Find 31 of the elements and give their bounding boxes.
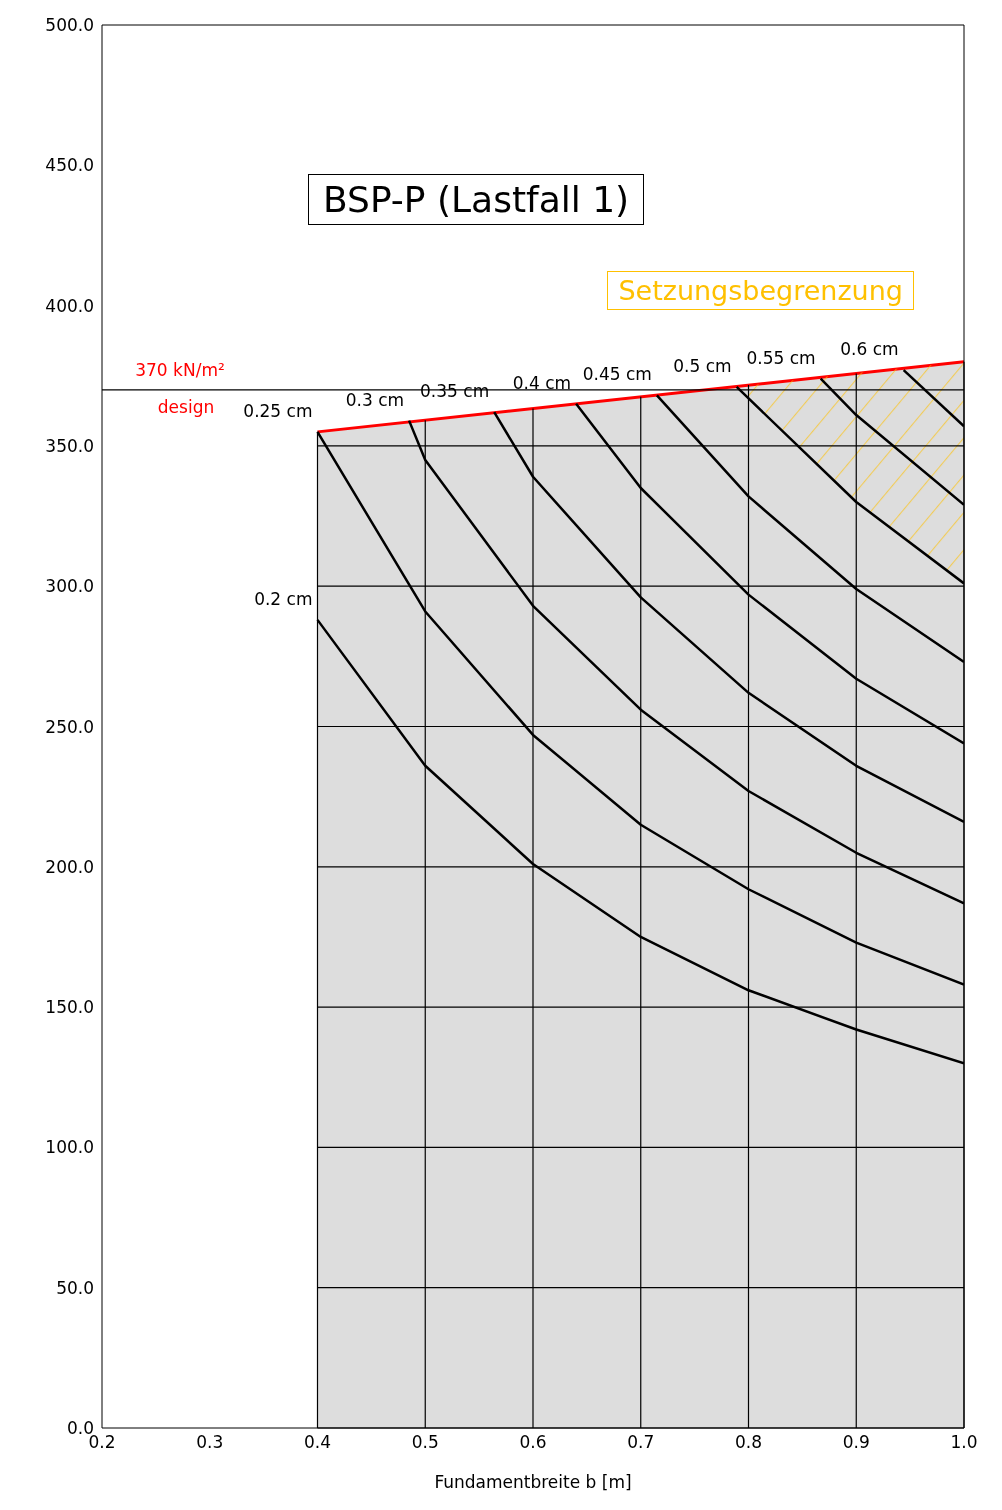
series-label: 0.6 cm [840,339,899,360]
y-tick-label: 300.0 [45,576,94,597]
series-label: 0.5 cm [673,355,732,376]
y-tick-label: 500.0 [45,15,94,36]
y-tick-label: 200.0 [45,856,94,877]
y-tick-label: 50.0 [56,1277,94,1298]
y-tick-label: 400.0 [45,295,94,316]
x-tick-label: 0.6 [519,1432,547,1453]
x-tick-label: 1.0 [950,1432,978,1453]
y-tick-label: 100.0 [45,1137,94,1158]
text: BSP-P (Lastfall 1) [308,174,645,225]
series-label: 0.4 cm [512,372,572,393]
y-tick-label: 150.0 [45,997,94,1018]
series-label: 0.45 cm [582,364,652,385]
series-label: 0.25 cm [243,400,313,421]
annotation: design [157,396,215,417]
x-tick-label: 0.8 [734,1432,763,1453]
y-tick-label: 350.0 [45,435,94,456]
x-axis-title: Fundamentbreite b [m] [434,1472,632,1492]
y-tick-label: 250.0 [45,716,94,737]
series-label: 0.2 cm [254,588,313,609]
series-label: 0.55 cm [746,347,816,368]
annotation: Setzungsbegrenzung [607,271,914,310]
x-tick-label: 0.9 [842,1432,870,1453]
y-tick-label: 450.0 [45,155,94,176]
series-label: 0.3 cm [345,389,405,410]
ref-line-label: 370 kN/m² [135,359,225,380]
x-tick-label: 0.3 [196,1432,224,1453]
x-tick-label: 0.4 [303,1432,332,1453]
x-tick-label: 0.5 [411,1432,439,1453]
x-tick-label: 0.7 [627,1432,655,1453]
